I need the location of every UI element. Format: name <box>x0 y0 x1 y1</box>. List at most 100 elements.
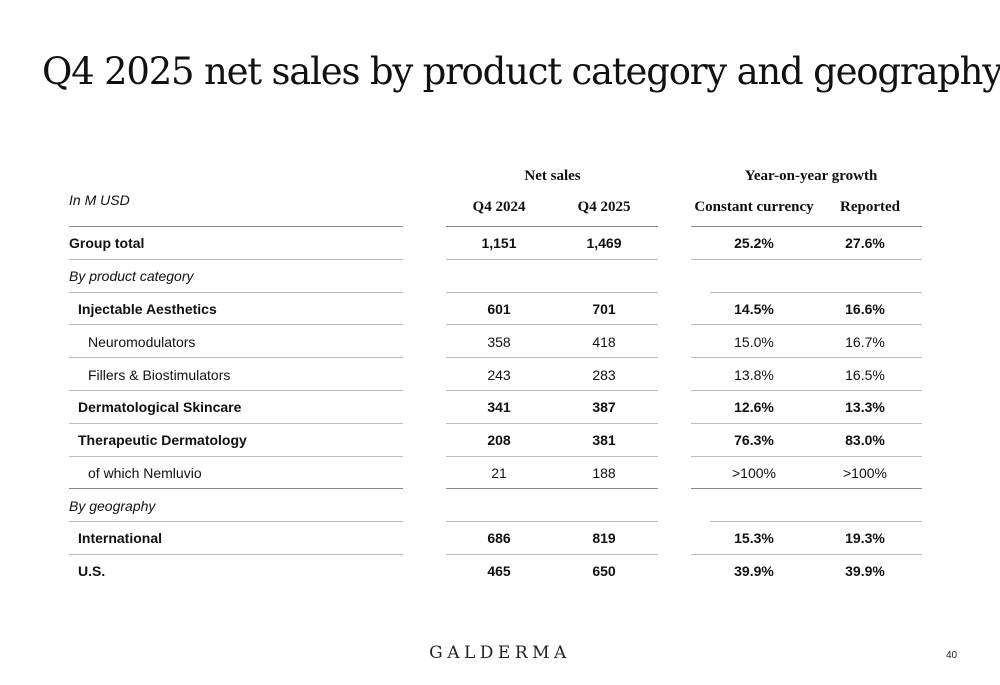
cell-q4-2024: 1,151 <box>481 235 517 251</box>
row-rule <box>69 456 403 457</box>
cell-q4-2024: 358 <box>487 334 511 350</box>
row-rule <box>691 488 922 489</box>
cell-q4-2024: 601 <box>487 301 511 317</box>
cell-constant-currency: 15.3% <box>734 530 774 546</box>
cell-constant-currency: 76.3% <box>734 432 774 448</box>
table-row-section-geography: By geography <box>0 490 1000 523</box>
row-rule <box>691 554 922 555</box>
row-rule <box>691 456 922 457</box>
cell-constant-currency: 39.9% <box>734 563 774 579</box>
cell-q4-2025: 381 <box>592 432 616 448</box>
col-header-constant-currency: Constant currency <box>694 199 814 215</box>
col-header-q4-2024: Q4 2024 <box>472 199 526 215</box>
cell-q4-2025: 387 <box>592 399 616 415</box>
cell-q4-2025: 701 <box>592 301 616 317</box>
row-label: Injectable Aesthetics <box>78 301 217 317</box>
col-header-reported: Reported <box>840 199 900 215</box>
col-header-q4-2025: Q4 2025 <box>577 199 631 215</box>
row-label: Fillers & Biostimulators <box>88 367 231 383</box>
cell-constant-currency: 15.0% <box>734 334 774 350</box>
cell-q4-2025: 1,469 <box>586 235 622 251</box>
cell-reported: 27.6% <box>845 235 885 251</box>
row-rule <box>691 390 922 391</box>
cell-q4-2024: 243 <box>487 367 511 383</box>
row-rule <box>691 259 922 260</box>
row-rule <box>446 324 658 325</box>
cell-q4-2024: 341 <box>487 399 511 415</box>
row-rule <box>691 357 922 358</box>
cell-reported: 16.5% <box>845 367 885 383</box>
row-rule <box>69 554 403 555</box>
table-row-injectable-aesthetics: Injectable Aesthetics 601 701 14.5% 16.6… <box>0 293 1000 326</box>
header-rule <box>446 226 658 227</box>
cell-constant-currency: >100% <box>732 465 776 481</box>
row-rule <box>446 390 658 391</box>
table-row-us: U.S. 465 650 39.9% 39.9% <box>0 555 1000 588</box>
table-row-nemluvio: of which Nemluvio 21 188 >100% >100% <box>0 457 1000 490</box>
row-label: of which Nemluvio <box>88 465 202 481</box>
header-rule <box>691 226 922 227</box>
row-label: Therapeutic Dermatology <box>78 432 247 448</box>
row-rule <box>691 324 922 325</box>
row-rule <box>710 292 922 293</box>
row-rule <box>69 521 403 522</box>
cell-reported: 13.3% <box>845 399 885 415</box>
row-label: International <box>78 530 163 546</box>
cell-q4-2024: 208 <box>487 432 511 448</box>
row-rule <box>446 554 658 555</box>
cell-q4-2025: 188 <box>592 465 616 481</box>
row-rule <box>446 357 658 358</box>
unit-label: In M USD <box>69 192 130 208</box>
table-row-dermatological-skincare: Dermatological Skincare 341 387 12.6% 13… <box>0 391 1000 424</box>
row-rule <box>69 390 403 391</box>
cell-q4-2024: 686 <box>487 530 511 546</box>
cell-constant-currency: 12.6% <box>734 399 774 415</box>
cell-q4-2025: 283 <box>592 367 616 383</box>
row-rule <box>446 521 658 522</box>
row-label: Neuromodulators <box>88 334 196 350</box>
page-title: Q4 2025 net sales by product category an… <box>42 50 1000 93</box>
cell-reported: 16.6% <box>845 301 885 317</box>
cell-constant-currency: 14.5% <box>734 301 774 317</box>
net-sales-header: Net sales <box>524 168 581 184</box>
row-label: Group total <box>69 235 145 251</box>
growth-header: Year-on-year growth <box>744 168 878 184</box>
table-row-fillers: Fillers & Biostimulators 243 283 13.8% 1… <box>0 359 1000 392</box>
table-row-international: International 686 819 15.3% 19.3% <box>0 522 1000 555</box>
row-rule <box>691 423 922 424</box>
row-rule <box>69 292 403 293</box>
cell-reported: 83.0% <box>845 432 885 448</box>
cell-constant-currency: 13.8% <box>734 367 774 383</box>
cell-q4-2024: 21 <box>491 465 507 481</box>
table-row-therapeutic-dermatology: Therapeutic Dermatology 208 381 76.3% 83… <box>0 424 1000 457</box>
table-row-section-product: By product category <box>0 260 1000 293</box>
cell-q4-2024: 465 <box>487 563 511 579</box>
cell-reported: 39.9% <box>845 563 885 579</box>
row-rule <box>69 259 403 260</box>
galderma-logo: GALDERMA <box>429 643 571 663</box>
row-rule <box>69 423 403 424</box>
row-rule <box>446 488 658 489</box>
cell-q4-2025: 819 <box>592 530 616 546</box>
row-rule <box>69 324 403 325</box>
cell-q4-2025: 650 <box>592 563 616 579</box>
row-rule <box>69 357 403 358</box>
row-label: U.S. <box>78 563 106 579</box>
row-rule <box>446 259 658 260</box>
cell-reported: 16.7% <box>845 334 885 350</box>
row-rule <box>446 423 658 424</box>
section-label: By product category <box>69 268 194 284</box>
page-number: 40 <box>946 650 958 661</box>
row-rule <box>710 521 922 522</box>
table-row-group-total: Group total 1,151 1,469 25.2% 27.6% <box>0 227 1000 260</box>
table-row-neuromodulators: Neuromodulators 358 418 15.0% 16.7% <box>0 326 1000 359</box>
cell-q4-2025: 418 <box>592 334 616 350</box>
section-label: By geography <box>69 498 156 514</box>
cell-reported: >100% <box>843 465 887 481</box>
row-label: Dermatological Skincare <box>78 399 242 415</box>
cell-reported: 19.3% <box>845 530 885 546</box>
header-rule <box>69 226 403 227</box>
row-rule <box>446 456 658 457</box>
row-rule <box>446 292 658 293</box>
cell-constant-currency: 25.2% <box>734 235 774 251</box>
